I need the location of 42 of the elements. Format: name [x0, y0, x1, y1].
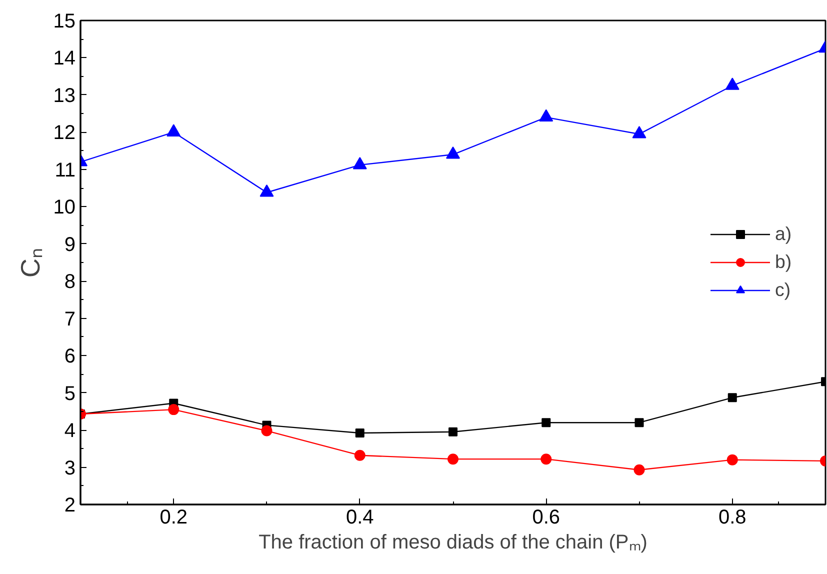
y-tick-label: 8	[64, 271, 76, 294]
legend-label: c)	[775, 279, 792, 301]
point	[448, 454, 458, 465]
y-tick-label: 5	[64, 382, 76, 405]
x-axis-title: The fraction of meso diads of the chain (Pₘ)	[258, 532, 648, 554]
x-tick-label: 0.2	[160, 506, 188, 528]
point	[634, 464, 645, 476]
point	[261, 425, 272, 436]
y-tick-label: 14	[53, 48, 76, 70]
y-axis-title: Cₙ	[15, 247, 46, 278]
y-tick-label: 9	[64, 234, 76, 256]
point	[260, 184, 274, 197]
point	[352, 156, 367, 170]
y-tick-label: 13	[53, 84, 76, 107]
point	[540, 454, 552, 465]
y-tick-label: 6	[64, 346, 76, 368]
y-tick-label: 10	[53, 196, 76, 219]
point	[168, 404, 180, 416]
x-tick-label: 0.6	[532, 506, 560, 528]
point	[726, 454, 738, 466]
point	[632, 126, 646, 138]
x-tick-label: 0.8	[718, 506, 746, 528]
legend-label: a)	[775, 223, 793, 245]
y-tick-label: 3	[64, 457, 76, 480]
x-tick-label: 0.4	[346, 506, 374, 528]
point	[355, 428, 364, 438]
y-tick-label: 11	[54, 159, 76, 182]
y-tick-label: 2	[64, 494, 76, 516]
point	[166, 124, 181, 136]
point	[728, 393, 737, 402]
point	[542, 418, 551, 428]
y-tick-label: 7	[64, 308, 76, 330]
y-tick-label: 15	[53, 10, 76, 32]
point	[725, 78, 740, 90]
point	[354, 450, 366, 461]
point	[634, 418, 644, 428]
legend-label: b)	[775, 251, 793, 273]
y-tick-label: 4	[64, 420, 76, 442]
point	[539, 109, 554, 122]
point	[448, 427, 458, 436]
y-tick-label: 12	[53, 122, 76, 144]
point	[446, 146, 460, 159]
